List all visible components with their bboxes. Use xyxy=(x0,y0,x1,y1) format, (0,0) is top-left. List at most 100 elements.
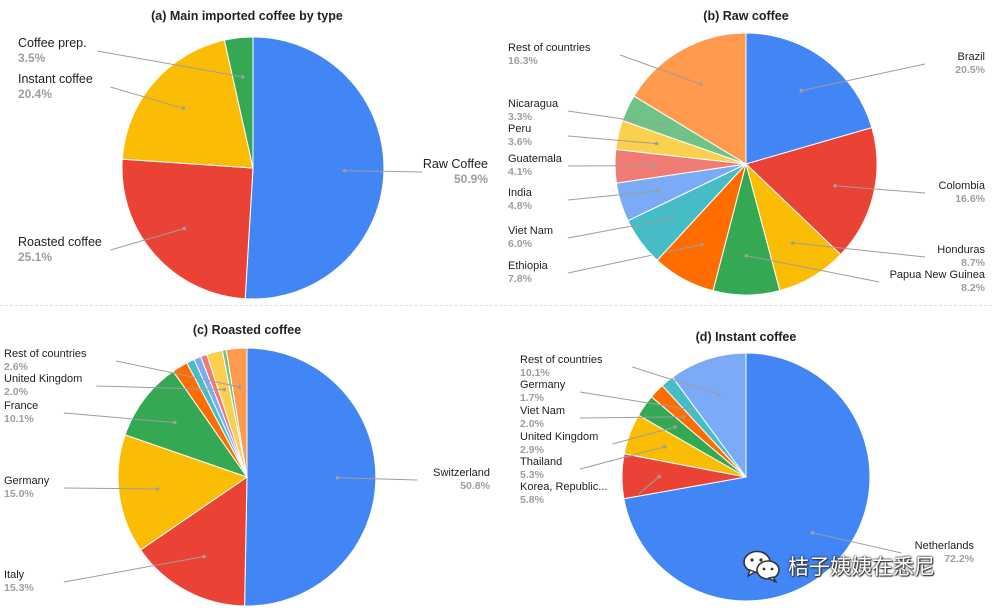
slice-label-india: India xyxy=(508,187,533,199)
leader-dot-guatemala xyxy=(652,163,657,168)
slice-percent-france: 10.1% xyxy=(4,413,34,425)
slice-label-honduras: Honduras xyxy=(937,244,985,256)
pie-slice-rest-of-countries xyxy=(671,352,747,479)
slice-percent-nicaragua: 3.3% xyxy=(508,111,533,123)
pie-slice-brazil xyxy=(745,32,873,165)
leader-dot-korea-republic xyxy=(657,474,661,479)
leader-dot-united-kingdom xyxy=(222,387,226,392)
wechat-icon xyxy=(742,549,782,583)
leader-line-rest-of-countries xyxy=(116,360,240,388)
leader-line-korea-republic xyxy=(638,476,660,495)
leader-dot-rest-of-countries xyxy=(717,392,721,397)
leader-line-brazil xyxy=(800,63,926,92)
slice-label-roasted-coffee: Roasted coffee xyxy=(18,235,102,249)
leader-line-united-kingdom xyxy=(612,426,676,445)
slice-percent-coffee-prep: 3.5% xyxy=(18,51,46,65)
leader-dot-netherlands xyxy=(810,530,815,535)
leader-line-viet-nam xyxy=(567,218,673,239)
slice-label-rest-of-countries: Rest of countries xyxy=(508,42,591,54)
panel-divider-top xyxy=(0,305,992,306)
slice-percent-peru: 3.6% xyxy=(508,136,533,148)
leader-dot-rest-of-countries xyxy=(237,385,242,389)
slice-label-rest-of-countries: Rest of countries xyxy=(520,354,603,366)
leader-dot-france xyxy=(173,420,177,425)
slice-label-raw-coffee: Raw Coffee xyxy=(423,157,488,171)
leader-line-germany xyxy=(63,487,158,490)
leader-line-honduras xyxy=(792,242,926,258)
leader-line-italy xyxy=(63,556,205,583)
slice-percent-viet-nam: 6.0% xyxy=(508,238,533,250)
leader-dot-switzerland xyxy=(335,476,340,480)
slice-label-coffee-prep: Coffee prep. xyxy=(18,36,87,50)
watermark-text: 桔子姨姨在悉尼 xyxy=(788,555,935,579)
leader-dot-coffee-prep xyxy=(241,75,245,79)
leader-dot-peru xyxy=(654,141,659,146)
slice-percent-papua-new-guinea: 8.2% xyxy=(961,282,986,294)
leader-dot-india xyxy=(656,189,661,193)
chart-title-4: (d) Instant coffee xyxy=(696,330,797,344)
leader-dot-nicaragua xyxy=(661,123,665,127)
slice-percent-united-kingdom: 2.0% xyxy=(4,386,29,398)
slice-label-rest-of-countries: Rest of countries xyxy=(4,348,87,360)
slice-percent-rest-of-countries: 10.1% xyxy=(520,367,550,379)
leader-dot-germany xyxy=(689,408,693,412)
leader-dot-ethiopia xyxy=(700,242,704,247)
slice-percent-roasted-coffee: 25.1% xyxy=(18,250,52,264)
slice-percent-rest-of-countries: 16.3% xyxy=(508,55,538,67)
leader-dot-united-kingdom xyxy=(673,425,677,429)
slice-label-switzerland: Switzerland xyxy=(433,467,490,479)
slice-percent-switzerland: 50.8% xyxy=(460,480,490,492)
leader-dot-germany xyxy=(155,487,160,491)
pie-slice-colombia xyxy=(745,126,878,256)
leader-dot-viet-nam xyxy=(681,415,686,419)
leader-line-united-kingdom xyxy=(96,385,225,391)
slice-label-guatemala: Guatemala xyxy=(508,153,563,165)
leader-line-colombia xyxy=(835,185,926,194)
slice-percent-instant-coffee: 20.4% xyxy=(18,87,52,101)
pie-slice-rest-of-countries xyxy=(225,347,248,478)
slice-label-colombia: Colombia xyxy=(939,180,986,192)
leader-line-roasted-coffee xyxy=(110,228,185,251)
leader-dot-rest-of-countries xyxy=(699,82,703,86)
chart-title-2: (b) Raw coffee xyxy=(703,9,788,23)
slice-percent-guatemala: 4.1% xyxy=(508,166,533,178)
leader-dot-instant-coffee xyxy=(181,106,186,111)
slice-label-papua-new-guinea: Papua New Guinea xyxy=(890,269,986,281)
slice-percent-raw-coffee: 50.9% xyxy=(454,172,488,186)
slice-label-germany: Germany xyxy=(4,475,50,487)
slice-percent-brazil: 20.5% xyxy=(955,64,985,76)
slice-label-viet-nam: Viet Nam xyxy=(508,225,553,237)
pie-slice-instant-coffee xyxy=(121,39,254,169)
slice-label-united-kingdom: United Kingdom xyxy=(520,431,598,443)
slice-percent-viet-nam: 2.0% xyxy=(520,418,545,430)
leader-dot-papua-new-guinea xyxy=(744,253,749,258)
slice-label-germany: Germany xyxy=(520,379,566,391)
leader-line-rest-of-countries xyxy=(632,366,720,395)
leader-dot-colombia xyxy=(833,184,837,188)
slice-percent-united-kingdom: 2.9% xyxy=(520,444,545,456)
slice-percent-germany: 1.7% xyxy=(520,392,545,404)
pie-slice-netherlands xyxy=(623,352,871,602)
pie-slice-switzerland xyxy=(244,347,377,607)
leader-dot-roasted-coffee xyxy=(182,226,186,231)
leader-line-france xyxy=(63,412,175,424)
leader-line-switzerland xyxy=(337,477,418,481)
leader-dot-thailand xyxy=(662,445,667,449)
leader-dot-raw-coffee xyxy=(342,168,347,173)
leader-line-peru xyxy=(567,135,657,145)
pie-slice-france xyxy=(124,370,249,478)
slice-label-italy: Italy xyxy=(4,569,25,581)
leader-dot-honduras xyxy=(790,241,795,245)
watermark: 桔子姨姨在悉尼 xyxy=(742,548,988,584)
slice-percent-india: 4.8% xyxy=(508,200,533,212)
chart-title-1: (a) Main imported coffee by type xyxy=(151,9,343,23)
slice-label-nicaragua: Nicaragua xyxy=(508,98,559,110)
slice-percent-colombia: 16.6% xyxy=(955,193,985,205)
slice-label-brazil: Brazil xyxy=(957,51,985,63)
leader-line-viet-nam xyxy=(579,416,684,419)
leader-line-instant-coffee xyxy=(110,86,184,109)
slice-label-netherlands: Netherlands xyxy=(915,540,975,552)
pie-slice-rest-of-countries xyxy=(633,32,747,165)
